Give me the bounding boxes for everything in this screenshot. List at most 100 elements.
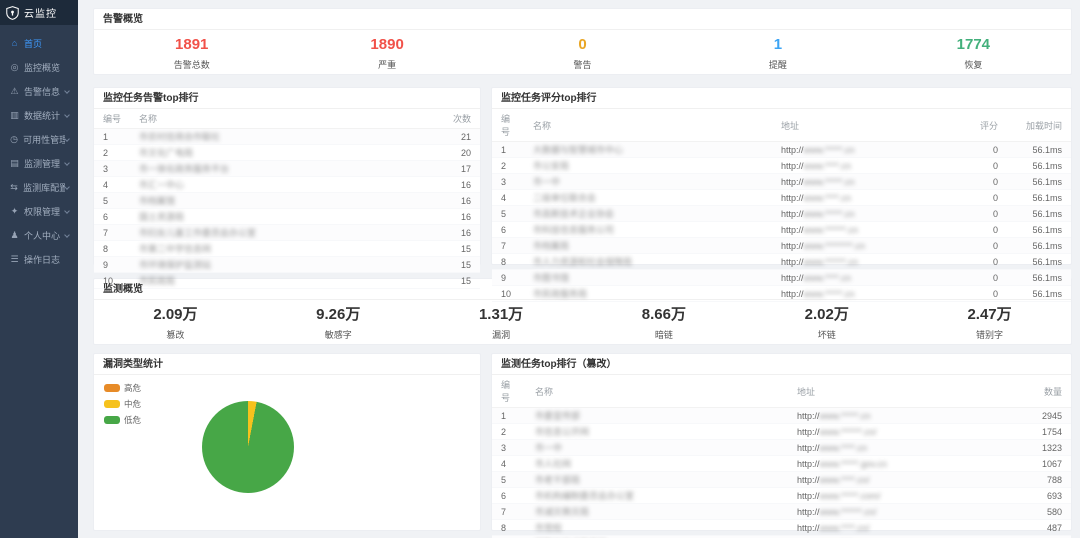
stat-label: 恢复 <box>964 60 983 70</box>
sidebar-item-permission[interactable]: ✦ 权限管理 <box>0 199 78 223</box>
cell-name: 国土资源局 <box>130 208 428 225</box>
cell-no: 8 <box>492 253 524 270</box>
stat-value: 1891 <box>175 36 209 53</box>
column-header-name: 名称 <box>130 109 428 129</box>
cell-no: 3 <box>492 173 524 190</box>
column-header-count: 次数 <box>428 109 480 129</box>
sidebar-item-op-log[interactable]: ☰ 操作日志 <box>0 247 78 271</box>
bottom-row: 漏洞类型统计 高危 中危 低危 监测任务top排行（篡改） 编号 名称 地址 数量 1 市委宣… <box>93 353 1072 538</box>
sidebar: 云监控 ⌂ 首页 ◎ 监控概览 ⚠ 告警信息 ▥ 数据统计 ◷ 可用性管理 ▤ 监测管理 ⇆ 监测库配置 ✦… <box>0 0 78 538</box>
cell-name: 市一中 <box>526 439 788 456</box>
cell-name: 二级单位联合会 <box>524 189 772 206</box>
cell-no: 6 <box>492 487 526 504</box>
legend-item-中危[interactable]: 中危 <box>104 398 141 410</box>
sidebar-item-label: 可用性管理 <box>23 134 65 145</box>
legend-item-低危[interactable]: 低危 <box>104 414 141 426</box>
stat-label: 坏链 <box>817 330 836 340</box>
cell-score: 0 <box>961 237 1007 254</box>
sidebar-item-home[interactable]: ⌂ 首页 <box>0 31 78 55</box>
cell-no: 9 <box>492 269 524 286</box>
cell-name: 市文化广电局 <box>130 144 428 161</box>
legend-item-高危[interactable]: 高危 <box>104 382 141 394</box>
cell-name: 市第二中学信息网 <box>130 240 428 257</box>
stat-value: 1.31万 <box>478 306 524 323</box>
cell-addr: http://www.****.cn <box>788 439 1015 456</box>
sidebar-item-monitor-mgmt[interactable]: ▤ 监测管理 <box>0 151 78 175</box>
cell-count: 2945 <box>1015 407 1071 424</box>
score-top-title: 监控任务评分top排行 <box>492 88 1071 109</box>
cell-count: 16 <box>428 224 480 241</box>
cell-score: 0 <box>961 269 1007 286</box>
cell-no: 8 <box>492 519 526 536</box>
sidebar-item-label: 个人中心 <box>24 230 61 241</box>
table-row: 10 市民政局 15 <box>94 272 480 289</box>
cell-name: 市科技信息服务公司 <box>524 221 772 238</box>
cell-no: 3 <box>94 160 130 177</box>
table-row: 3 市一体化政务服务平台 17 <box>94 160 480 177</box>
cell-name: 市环境保护监测站 <box>130 256 428 273</box>
cell-count: 693 <box>1015 487 1071 504</box>
stat-label: 警告 <box>573 60 592 70</box>
stat-typo: 2.47万错别字 <box>908 305 1071 341</box>
column-header-count: 数量 <box>1015 375 1071 408</box>
cell-no: 8 <box>94 240 130 257</box>
sidebar-item-alert-info[interactable]: ⚠ 告警信息 <box>0 79 78 103</box>
vuln-stats-title: 漏洞类型统计 <box>94 354 480 375</box>
table-row: 9区职业技术教育局http://www.***.cn477 <box>492 535 1071 538</box>
table-row: 6 国土资源局 16 <box>94 208 480 225</box>
library-icon: ⇆ <box>10 181 18 192</box>
monitor-overview-panel: 监测概览 2.09万 篡改 9.26万 敏感字 1.31万 漏洞 8.66万 暗链 2.02万坏… <box>93 278 1072 345</box>
sidebar-item-label: 操作日志 <box>24 254 61 265</box>
cell-addr: http://www.********.cn <box>772 237 961 254</box>
stat-deadlink: 2.02万 坏链 <box>745 305 908 341</box>
vuln-pie-chart <box>202 401 294 493</box>
cell-no: 6 <box>94 208 130 225</box>
cell-count: 1067 <box>1015 455 1071 472</box>
cell-no: 7 <box>492 237 524 254</box>
sidebar-item-label: 权限管理 <box>24 206 61 217</box>
sidebar-item-data-stats[interactable]: ▥ 数据统计 <box>0 103 78 127</box>
cell-addr: http://www.******.cn <box>772 221 961 238</box>
stat-notice: 1 提醒 <box>680 35 875 71</box>
stat-label: 漏洞 <box>492 330 511 340</box>
cell-no: 1 <box>492 141 524 158</box>
cell-count: 580 <box>1015 503 1071 520</box>
sidebar-item-overview[interactable]: ◎ 监控概览 <box>0 55 78 79</box>
table-row: 3 市一中 http://www.*****.cn 0 56.1ms <box>492 173 1071 190</box>
sidebar-item-user-center[interactable]: ♟ 个人中心 <box>0 223 78 247</box>
cell-count: 16 <box>428 176 480 193</box>
alert-top-title: 监控任务告警top排行 <box>94 88 480 109</box>
stat-critical: 1890 严重 <box>289 35 484 71</box>
chevron-down-icon <box>64 232 70 238</box>
stat-value: 1890 <box>370 36 404 53</box>
sidebar-item-library-conf[interactable]: ⇆ 监测库配置 <box>0 175 78 199</box>
cell-addr: http://www.***.cn <box>788 535 1015 538</box>
column-header-addr: 地址 <box>788 375 1015 408</box>
table-row: 5 市档案馆 16 <box>94 192 480 209</box>
legend-swatch <box>104 400 120 408</box>
cell-no: 2 <box>492 423 526 440</box>
app-title: 云监控 <box>24 9 57 20</box>
table-row: 2 市公安局 http://www.****.cn 0 56.1ms <box>492 157 1071 174</box>
stat-label: 敏感字 <box>324 330 352 340</box>
cell-time: 56.1ms <box>1007 189 1071 206</box>
column-header-no: 编号 <box>94 109 130 129</box>
stat-value: 0 <box>578 36 587 53</box>
alert-overview-title: 告警概览 <box>94 9 1071 30</box>
cell-count: 477 <box>1015 535 1071 538</box>
cell-score: 0 <box>961 205 1007 222</box>
cell-no: 6 <box>492 221 524 238</box>
cell-addr: http://www.*****.cn <box>772 285 961 302</box>
stat-label: 错别字 <box>976 330 1004 340</box>
cell-addr: http://www.*****.gov.cn <box>788 455 1015 472</box>
stat-value: 2.47万 <box>967 306 1012 323</box>
monitor-icon: ▤ <box>10 157 19 168</box>
sidebar-item-label: 数据统计 <box>24 110 61 121</box>
sidebar-item-availability[interactable]: ◷ 可用性管理 <box>0 127 78 151</box>
alert-top-panel: 监控任务告警top排行 编号 名称 次数 1 市农村信用合作联社 21 2 市文化广电局 20 3… <box>93 87 481 289</box>
table-row: 7 市妇女儿童工作委员会办公室 16 <box>94 224 480 241</box>
chevron-down-icon <box>64 184 70 190</box>
cell-score: 0 <box>961 189 1007 206</box>
stat-label: 篡改 <box>166 330 185 340</box>
